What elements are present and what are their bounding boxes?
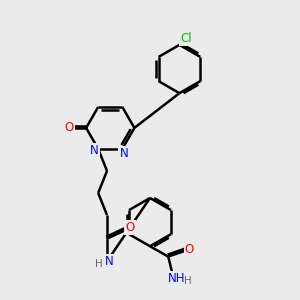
Text: O: O (65, 122, 74, 134)
Text: N: N (119, 147, 128, 160)
Text: O: O (125, 221, 135, 234)
Text: H: H (95, 259, 103, 269)
Text: Cl: Cl (180, 32, 192, 46)
Text: N: N (90, 144, 99, 157)
Text: NH: NH (167, 272, 185, 285)
Text: N: N (105, 255, 114, 268)
Text: H: H (184, 276, 192, 286)
Text: O: O (184, 243, 194, 256)
